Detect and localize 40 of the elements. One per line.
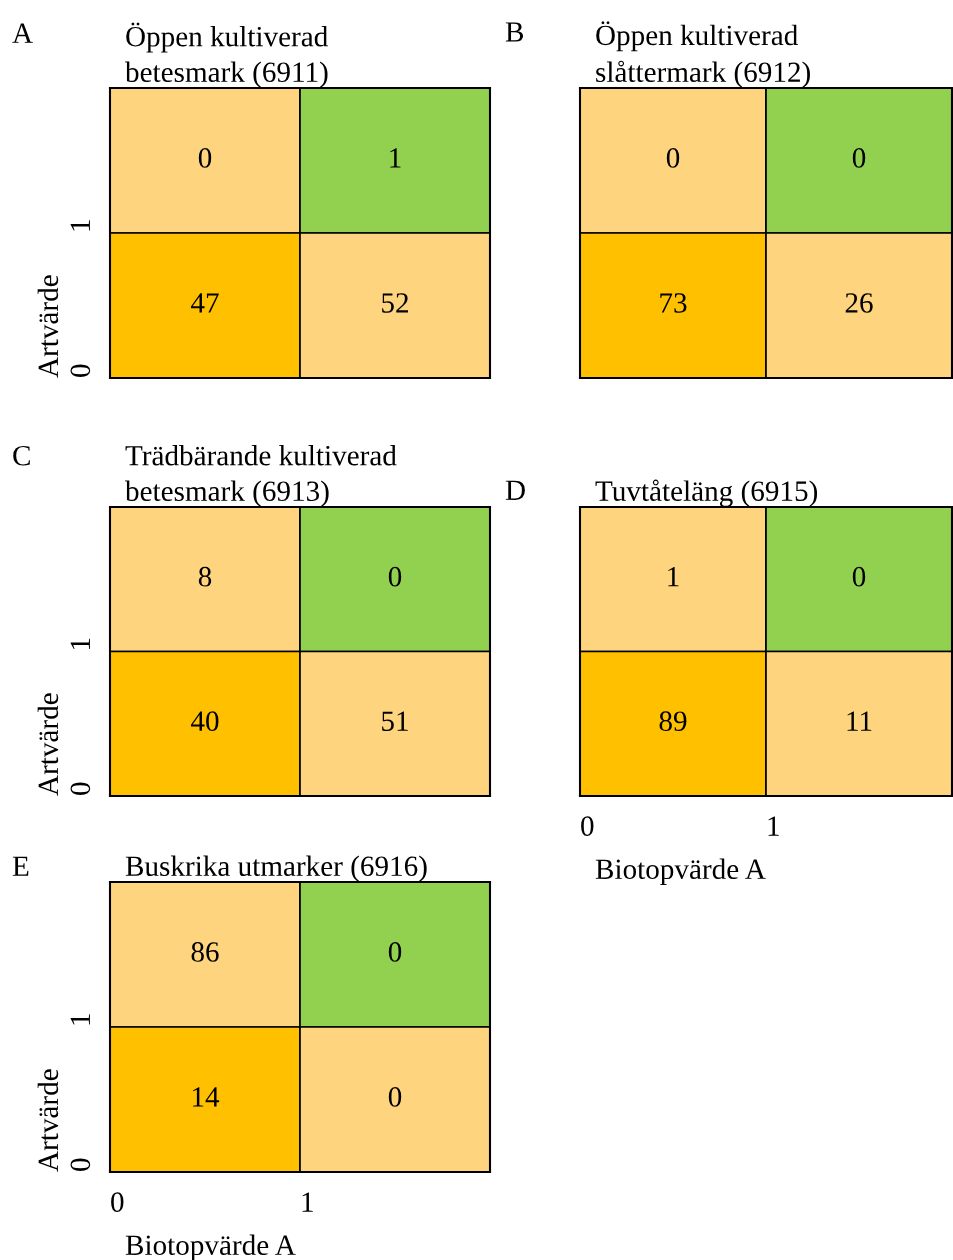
text: E	[12, 856, 29, 876]
data-label: 0	[852, 148, 866, 168]
data-label: 1	[668, 567, 679, 587]
chart-title: Öppen kultiverad betesmark (6911)	[125, 22, 328, 88]
chart-title: Tuvtåteläng (6915)	[595, 479, 818, 507]
data-label: 73	[660, 293, 687, 313]
y-tick-label: 0	[70, 364, 91, 377]
data-label: 40	[190, 711, 219, 732]
text: C	[13, 445, 30, 466]
x-axis-title: Biotopvärde A	[595, 858, 766, 886]
data-label: 14	[192, 1087, 220, 1107]
data-label: 86	[191, 942, 219, 962]
text: D	[505, 480, 525, 500]
data-label: 0	[666, 148, 680, 168]
y-axis-title: Artvärde	[37, 693, 59, 796]
y-axis-title: Artvärde	[37, 1069, 59, 1172]
y-tick-label: 1	[70, 220, 90, 231]
y-tick-label: 1	[70, 638, 90, 649]
chart-title: Öppen kultiverad slåttermark (6912)	[596, 21, 810, 88]
data-label: 0	[388, 942, 402, 962]
data-label: 26	[845, 293, 873, 313]
data-label: 47	[190, 293, 219, 313]
data-label: 0	[198, 148, 212, 168]
data-label: 8	[198, 566, 212, 587]
data-label: 1	[390, 148, 401, 168]
data-label: 0	[388, 566, 402, 587]
data-label: 0	[388, 1087, 402, 1107]
text: A	[12, 23, 33, 43]
chart-title: Trädbärande kultiverad betesmark (6913)	[125, 444, 397, 507]
chart-title: Buskrika utmarker (6916)	[125, 855, 427, 882]
y-tick-label: 1	[70, 1014, 90, 1025]
y-tick-label: 0	[70, 782, 91, 795]
data-label: 51	[382, 711, 408, 732]
text: B	[505, 22, 524, 42]
y-axis-title: Artvärde	[37, 275, 59, 378]
data-label: 11	[847, 711, 872, 731]
y-tick-label: 0	[70, 1158, 91, 1171]
data-label: 0	[852, 566, 866, 587]
data-label: 89	[659, 711, 687, 732]
data-label: 52	[382, 293, 408, 313]
